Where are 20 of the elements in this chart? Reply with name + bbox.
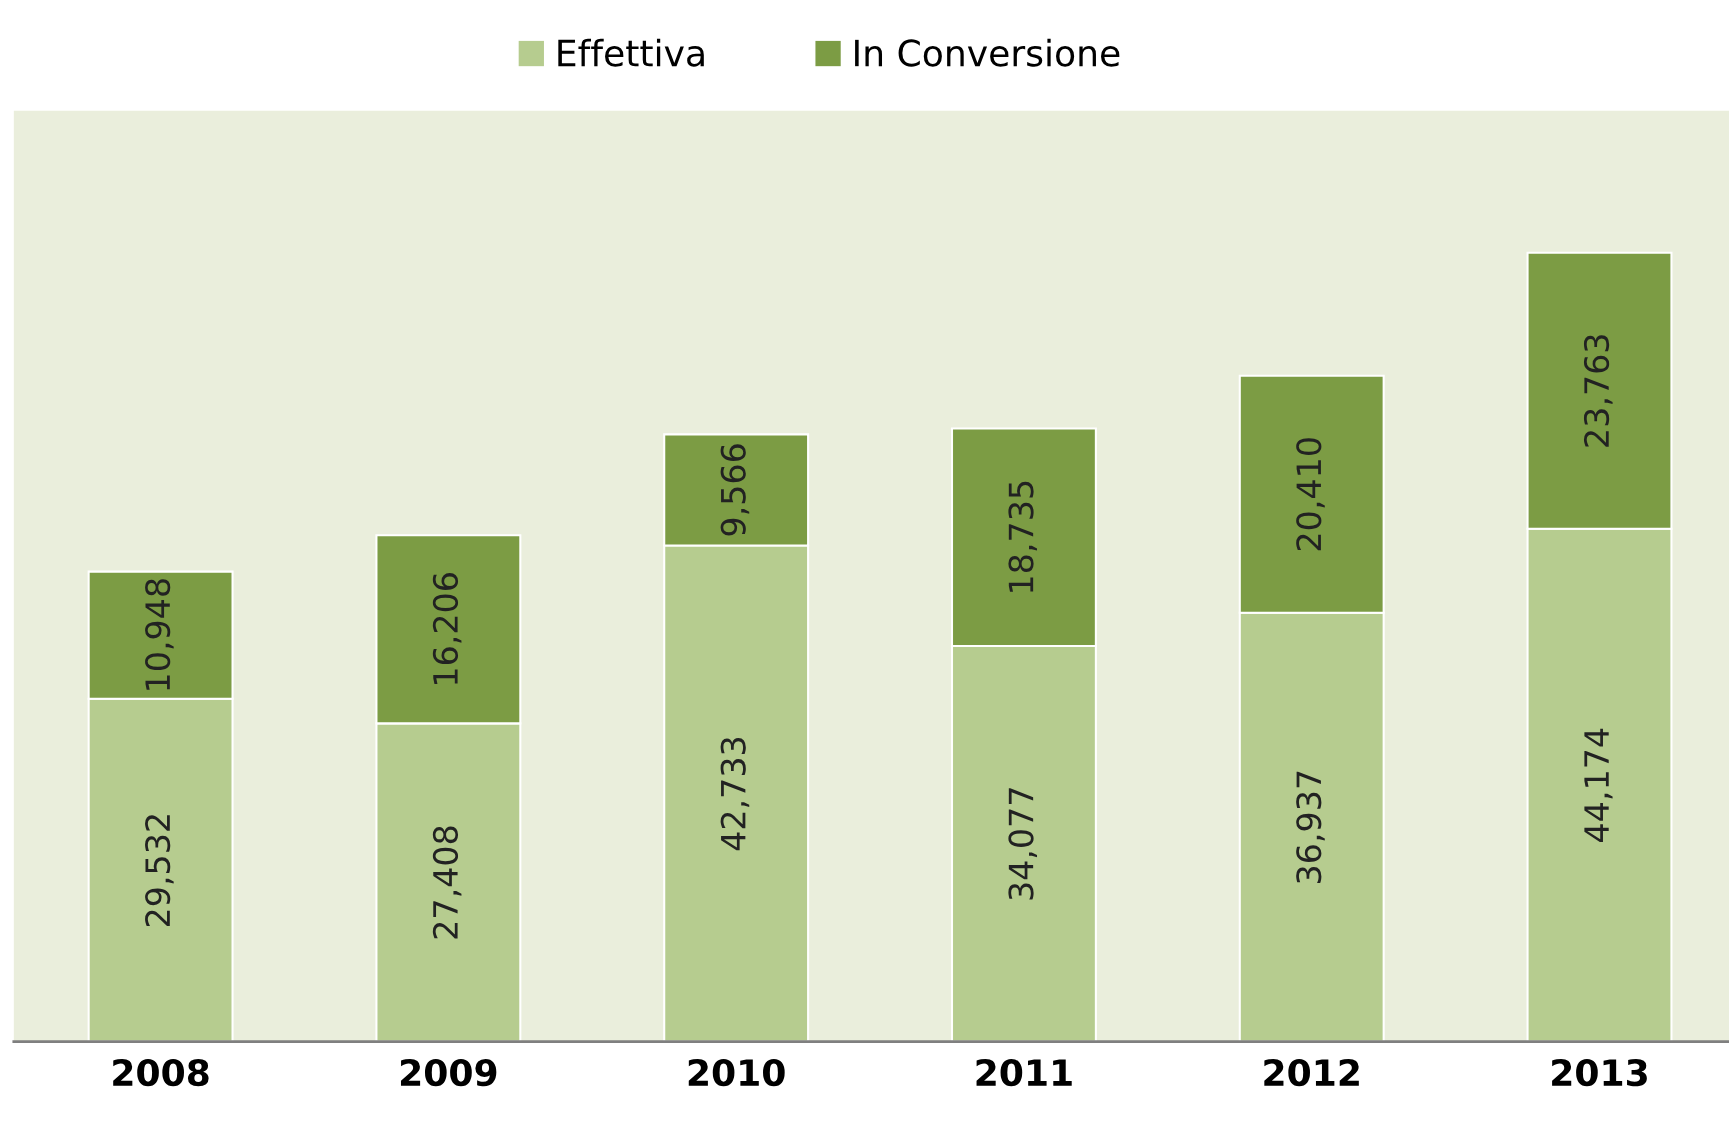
x-tick-label: 2009 [400,1058,497,1087]
data-label: 42,733 [720,737,750,851]
x-tick-label: 2011 [976,1058,1072,1087]
data-label: 36,937 [1296,771,1325,883]
x-tick-label: 2012 [1264,1058,1359,1087]
data-label: 27,408 [432,826,462,939]
legend-label: Effettiva [558,38,704,67]
data-label: 23,763 [1583,335,1613,447]
data-label: 18,735 [1008,481,1038,592]
data-label: 29,532 [145,815,174,927]
x-tick-label: 2010 [688,1058,785,1087]
x-tick-label: 2013 [1552,1058,1647,1087]
data-label: 44,174 [1584,728,1613,842]
data-label: 34,077 [1008,788,1038,900]
data-label: 10,948 [145,579,174,690]
legend-label: In Conversione [855,38,1120,67]
data-label: 16,206 [432,573,462,684]
data-label: 20,410 [1296,438,1325,551]
data-label: 9,566 [720,444,750,536]
x-tick-label: 2008 [113,1058,209,1087]
